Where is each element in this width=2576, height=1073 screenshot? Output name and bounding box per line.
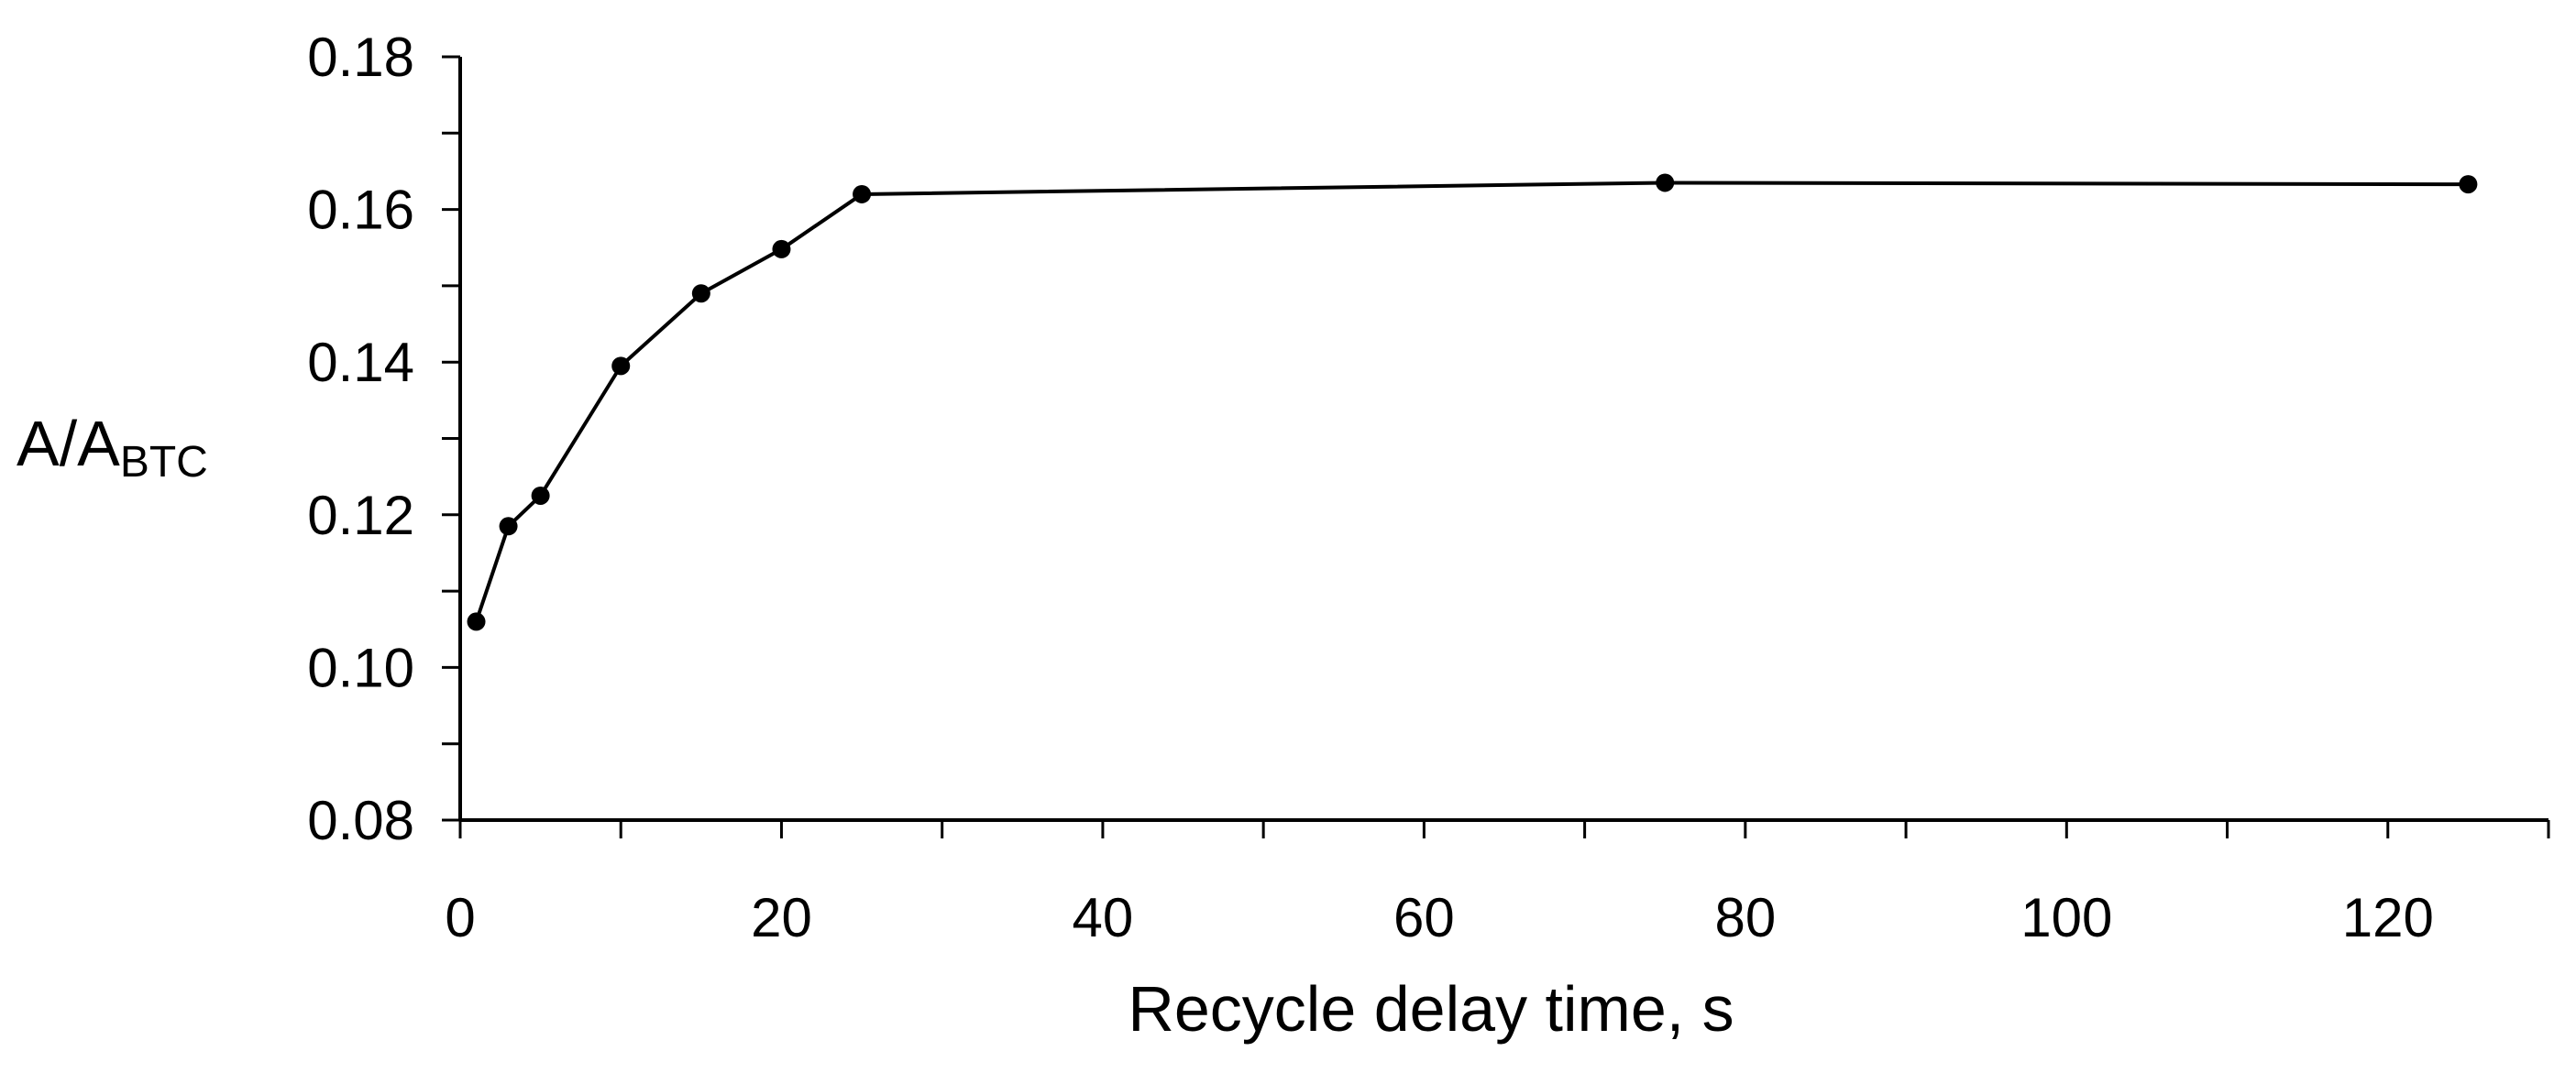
x-tick-label: 20 [751,887,812,948]
data-point [467,612,486,631]
y-tick-label: 0.08 [307,790,414,851]
data-point [691,284,710,303]
x-tick-label: 120 [2342,887,2434,948]
y-axis-title: A/ABTC [17,408,208,487]
x-tick-label: 100 [2020,887,2112,948]
x-axis-title: Recycle delay time, s [1128,973,1734,1045]
data-point [499,517,518,536]
x-tick-label: 40 [1073,887,1134,948]
y-tick-label: 0.16 [307,180,414,241]
axes [458,57,2548,822]
y-tick-label: 0.10 [307,637,414,698]
data-point [772,239,791,258]
data-point [1656,173,1675,192]
y-axis-title-subscript: BTC [120,438,208,487]
data-point [2459,175,2478,194]
x-tick-label: 0 [445,887,475,948]
tick-labels: 0.08 0.10 0.12 0.14 0.16 0.18 0 20 40 60 80 100 120 [307,27,2434,948]
data-point [531,486,550,505]
y-tick-label: 0.12 [307,485,414,546]
x-tick-label: 60 [1393,887,1455,948]
data-point [611,356,631,376]
y-tick-label: 0.14 [307,332,414,393]
y-axis-title-main: A/A [17,408,120,479]
data-point [853,184,872,203]
y-tick-label: 0.18 [307,27,414,88]
series-group [467,173,2478,631]
ticks [442,55,2550,838]
x-tick-label: 80 [1714,887,1776,948]
